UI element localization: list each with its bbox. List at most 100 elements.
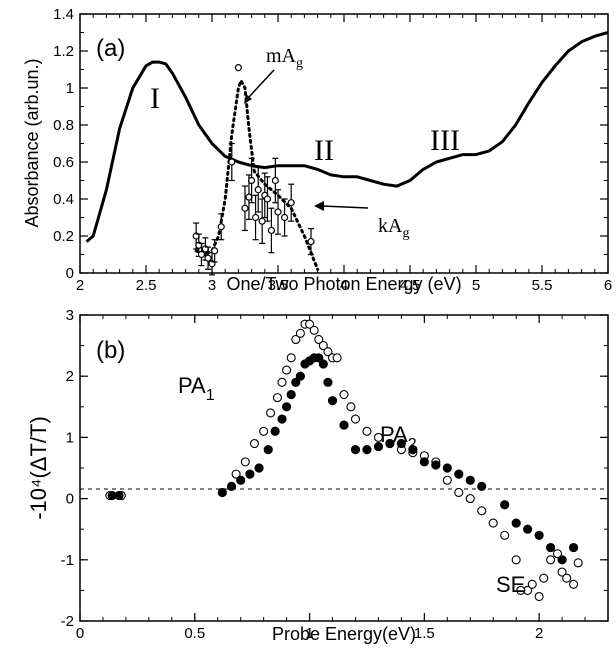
x-tick-label: 1.5 [414,625,435,642]
open-data-point [477,506,487,516]
filled-data-point [323,377,333,387]
kag-arrow-line [321,205,369,209]
open-data-point [323,347,333,357]
x-tick-label: 6 [604,277,612,294]
panel-a-series [85,31,609,276]
open-data-point [249,438,260,449]
two-photon-data-point [248,176,256,185]
open-data-point [282,365,292,375]
two-photon-data-point [211,247,219,255]
two-photon-data-point [254,186,262,194]
y-tick-label: 2 [66,368,74,385]
filled-data-point [327,396,338,406]
x-tick-label: 4.5 [400,277,421,294]
two-photon-data-point [258,217,266,225]
filled-data-point [477,481,487,491]
open-data-point [539,573,549,583]
x-tick-label: 1 [305,625,313,642]
panel-a-ylabel: Absorbance (arb.un.) [22,58,42,227]
open-data-point [527,579,537,589]
x-tick-label: 0.5 [184,625,205,642]
filled-data-point [277,414,287,424]
open-data-point [295,328,305,338]
filled-data-point [270,426,280,436]
y-tick-label: 0.8 [53,117,74,134]
filled-data-point [291,377,301,387]
open-data-point [272,393,282,403]
filled-data-point [419,457,429,467]
filled-data-point [557,555,567,565]
open-data-point [552,549,563,559]
open-data-point [516,585,526,595]
filled-data-point [226,481,237,491]
y-tick-label: 0 [66,265,74,282]
mag-annotation: mAg [266,45,303,71]
filled-data-point [245,469,255,479]
filled-data-point [500,500,510,510]
filled-data-point [534,530,544,540]
y-tick-label: 0.6 [53,154,74,171]
filled-data-point [236,475,246,485]
two-photon-data-point [241,204,249,212]
kag-annotation: kAg [378,215,409,241]
panel-a-ticks [79,13,609,274]
y-tick-label: -1 [61,552,74,569]
mag-annotation-sub: g [296,56,303,71]
open-data-point [346,402,356,412]
open-data-point [562,573,572,583]
y-tick-label: 1 [66,429,74,446]
y-tick-label: 0.4 [53,191,74,208]
filled-data-point [362,445,372,455]
y-tick-label: 1.4 [53,6,74,23]
y-tick-label: -2 [61,613,74,630]
filled-data-point [385,438,395,449]
open-data-point [231,469,241,479]
filled-data-point [454,469,464,479]
panel-a-tick-labels: 2 2.5 3 3.5 4 4.5 5 5.5 6 0 0.2 0.4 0.6 0.8 1 1.2 1.4 [53,6,612,294]
pa2-annotation: PA2 [380,422,417,453]
open-data-point [314,334,324,345]
filled-data-point [442,463,452,473]
y-tick-label: 1 [66,80,74,97]
open-data-point [362,426,372,436]
x-tick-label: 2 [76,277,84,294]
absorbance-curve [85,31,609,243]
open-data-point [309,325,319,335]
filled-data-point [396,438,406,449]
open-data-point [286,353,296,363]
two-photon-data-point [287,199,295,207]
filled-data-point [465,475,475,485]
pa1-annotation-sub: 1 [206,387,215,404]
pa1-annotation-main: PA [178,373,206,398]
filled-data-point [114,490,124,501]
panel-a-label: (a) [96,35,125,62]
open-data-point [557,567,567,577]
x-tick-label: 3 [208,277,216,294]
mag-annotation-main: mA [266,45,297,67]
open-data-point [465,494,475,504]
open-data-point [546,555,556,565]
two-photon-data-point [217,223,225,231]
open-data-point [339,390,349,400]
filled-data-point [254,463,264,473]
panel-a: 2 2.5 3 3.5 4 4.5 5 5.5 6 0 0.2 0.4 0.6 0.8 1 1.2 1.4 (a… [22,6,612,294]
filled-data-point [295,371,305,381]
open-data-point [305,319,315,329]
y-tick-label: 3 [66,307,74,324]
filled-data-point [568,542,579,553]
panel-a-frame [79,13,609,274]
open-data-point [318,341,328,351]
open-data-point [534,591,544,602]
kag-annotation-sub: g [402,226,409,241]
filled-data-point [373,441,384,452]
panel-a-xlabel: One/Two Photon Energy (eV) [226,274,461,294]
band-label-3: III [430,124,460,157]
panel-b-ticks [79,314,609,622]
two-photon-data-point [307,237,315,246]
filled-data-point [286,389,296,400]
open-data-point [454,487,464,498]
panel-b-xlabel: Probe Energy(eV) [272,624,416,644]
x-tick-label: 5.5 [532,277,553,294]
x-tick-label: 2 [535,625,543,642]
two-photon-data-point [263,195,272,203]
